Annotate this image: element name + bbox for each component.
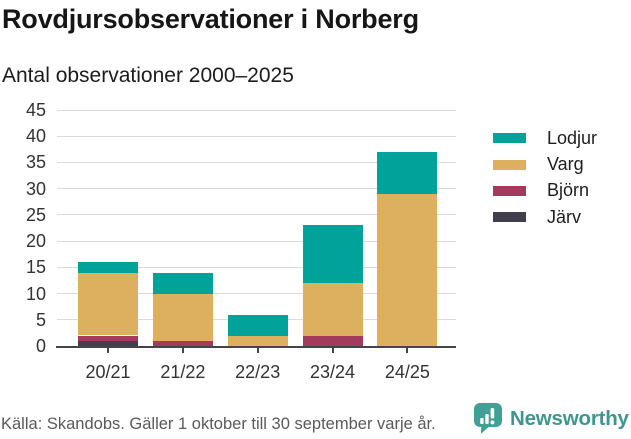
gridline-45 (57, 109, 456, 111)
x-axis-tick (331, 348, 334, 353)
y-axis-tick-label: 30 (25, 178, 46, 199)
bar-segment-bjorn (78, 335, 138, 341)
legend-label-bjorn: Björn (547, 180, 590, 201)
y-axis-tick-label: 15 (25, 257, 46, 278)
x-axis-category-label: 21/22 (160, 362, 206, 382)
bar-segment-varg (377, 193, 438, 346)
y-axis-tick-label: 0 (35, 336, 46, 356)
legend-swatch-varg (493, 159, 526, 170)
bar-segment-bjorn (302, 335, 363, 346)
legend-label-jarv: Järv (547, 206, 582, 227)
chart-subtitle: Antal observationer 2000–2025 (2, 64, 294, 87)
legend-item-varg: Varg (493, 151, 597, 177)
source-note: Källa: Skandobs. Gäller 1 oktober till 3… (1, 415, 436, 433)
gridline-10 (57, 293, 456, 295)
y-axis-tick-label: 35 (25, 152, 46, 173)
y-axis-tick-label: 25 (25, 204, 46, 225)
legend-item-lodjur: Lodjur (493, 125, 597, 151)
legend-label-varg: Varg (547, 154, 584, 175)
bar-segment-bjorn (152, 340, 213, 346)
gridline-15 (57, 266, 456, 268)
gridline-30 (57, 188, 456, 190)
y-axis-tick-label: 20 (25, 231, 46, 252)
x-axis-line (56, 346, 456, 348)
y-axis-tick-label: 45 (25, 100, 46, 120)
x-axis-tick (406, 348, 409, 353)
bar-segment-lodjur (302, 225, 363, 284)
legend-swatch-lodjur (493, 133, 526, 144)
bar-segment-varg (152, 293, 213, 341)
bar-segment-lodjur (152, 272, 213, 294)
page-title: Rovdjursobservationer i Norberg (2, 4, 419, 34)
x-axis-tick (107, 348, 109, 353)
x-axis-tick (256, 348, 259, 353)
x-axis-tick (181, 348, 184, 353)
bar-segment-lodjur (227, 314, 288, 336)
gridline-20 (57, 240, 456, 242)
bar-segment-lodjur (377, 151, 438, 194)
legend-swatch-bjorn (493, 185, 526, 196)
bar-segment-varg (227, 335, 288, 346)
bar-segment-jarv (78, 340, 138, 346)
x-axis-category-label: 22/23 (235, 362, 281, 382)
legend-item-bjorn: Björn (493, 178, 597, 204)
x-axis-category-label: 24/25 (384, 362, 430, 382)
legend-swatch-jarv (493, 212, 526, 223)
newsworthy-speech-bubble-bar-chart-icon (474, 403, 502, 434)
legend-label-lodjur: Lodjur (547, 127, 598, 148)
gridline-25 (57, 214, 456, 216)
x-axis-category-label: 20/21 (85, 362, 131, 382)
brand-name: Newsworthy (510, 406, 629, 430)
bar-segment-varg (78, 272, 138, 336)
x-axis-category-label: 23/24 (310, 362, 356, 382)
bar-segment-lodjur (78, 262, 138, 273)
gridline-35 (57, 161, 456, 163)
y-axis-tick-label: 40 (25, 126, 46, 147)
y-axis-tick-label: 5 (35, 309, 46, 330)
y-axis-tick-label: 10 (25, 283, 46, 304)
gridline-40 (57, 135, 456, 137)
bar-segment-varg (302, 283, 363, 336)
chart-legend: Lodjur Varg Björn Järv (493, 125, 597, 231)
newsworthy-logo[interactable]: Newsworthy (474, 403, 629, 434)
legend-item-jarv: Järv (493, 204, 597, 230)
